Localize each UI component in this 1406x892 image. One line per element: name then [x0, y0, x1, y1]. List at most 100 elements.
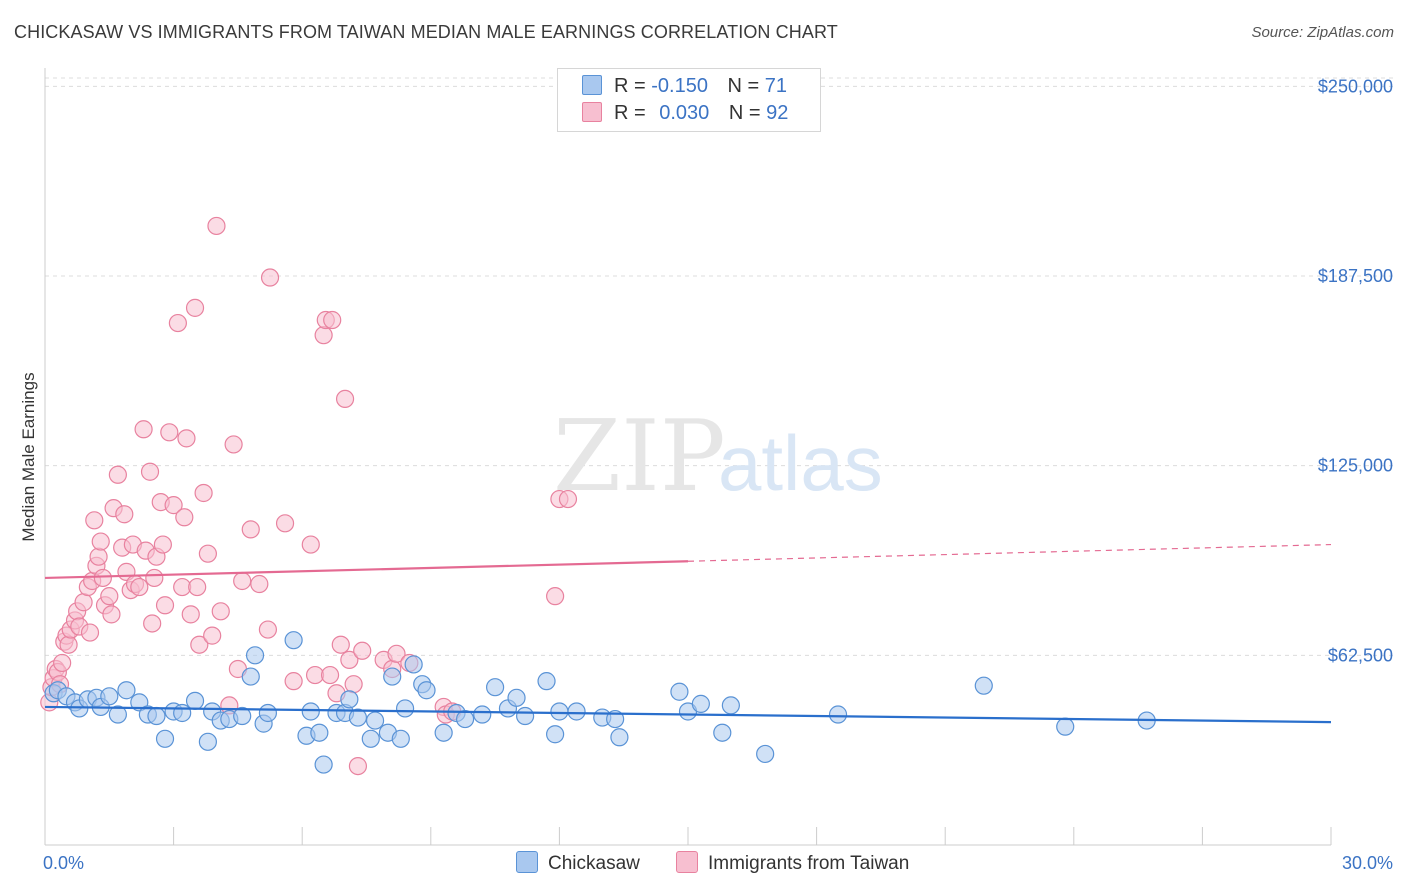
chickasaw-point: [301, 702, 320, 721]
taiwan-point: [160, 423, 179, 442]
taiwan-point: [250, 574, 269, 594]
chickasaw-point: [284, 631, 303, 650]
chickasaw-point: [117, 681, 136, 700]
taiwan-point: [145, 568, 164, 588]
chickasaw-point: [537, 672, 556, 691]
chickasaw-point: [417, 681, 436, 700]
x-tick-label: 30.0%: [1342, 853, 1393, 873]
legend-r-value: -0.150: [651, 75, 708, 97]
bottom-legend-taiwan: Immigrants from Taiwan: [676, 851, 909, 875]
chickasaw-point: [391, 729, 410, 748]
taiwan-point: [80, 623, 100, 642]
legend-n-label: N =: [728, 102, 761, 124]
taiwan-point: [143, 614, 162, 633]
taiwan-point: [181, 605, 200, 624]
chickasaw-point: [100, 687, 119, 706]
taiwan-point: [53, 653, 72, 673]
taiwan-point: [168, 313, 187, 333]
chickasaw-point: [516, 706, 535, 726]
legend-n-value: 92: [766, 102, 789, 124]
taiwan-point: [108, 465, 127, 484]
taiwan-point: [233, 571, 252, 591]
taiwan-point: [353, 641, 372, 660]
chickasaw-trend-line: [44, 705, 1332, 724]
chickasaw-point: [241, 667, 260, 686]
taiwan-point: [275, 514, 295, 533]
chickasaw-point: [258, 703, 278, 723]
chickasaw-point: [310, 723, 329, 742]
chickasaw-point: [155, 729, 175, 748]
chickasaw-point: [546, 725, 565, 744]
chickasaw-point: [610, 728, 629, 747]
watermark-zip: ZIP: [553, 400, 726, 514]
chickasaw-point: [567, 702, 586, 721]
taiwan-trend-line: [44, 560, 689, 580]
taiwan-point: [190, 635, 209, 654]
taiwan-point: [74, 593, 93, 612]
taiwan-point: [211, 602, 230, 621]
taiwan-point: [323, 310, 342, 330]
watermark-atlas: atlas: [718, 419, 883, 507]
chickasaw-point: [713, 723, 732, 742]
chickasaw-points: [44, 631, 1156, 774]
chickasaw-point: [147, 706, 166, 726]
legend-row-taiwan: R = 0.030 N = 92: [582, 102, 788, 128]
taiwan-point: [59, 635, 78, 654]
chickasaw-point: [233, 706, 252, 726]
taiwan-point: [335, 389, 355, 409]
taiwan-point: [260, 268, 280, 287]
legend-swatch-pink: [582, 102, 602, 122]
chickasaw-point: [550, 702, 569, 721]
y-tick-labels: $62,500 $125,000 $187,500 $250,000: [1318, 76, 1393, 665]
chickasaw-point: [185, 691, 205, 710]
chickasaw-point: [606, 709, 625, 729]
taiwan-point: [89, 547, 108, 566]
taiwan-point: [85, 511, 104, 530]
taiwan-point: [175, 508, 194, 527]
taiwan-trend-line-dashed: [687, 543, 1332, 562]
chickasaw-point: [473, 705, 492, 724]
correlation-legend: R = -0.150 N = 71 R = 0.030 N = 92: [557, 68, 821, 132]
legend-n-label: N =: [727, 75, 760, 97]
taiwan-point: [115, 505, 134, 524]
chickasaw-point: [670, 682, 689, 701]
trend-lines: [44, 543, 1332, 724]
taiwan-point: [93, 568, 112, 588]
y-tick-label: $250,000: [1318, 76, 1393, 96]
taiwan-point: [241, 520, 260, 539]
taiwan-point: [198, 544, 217, 563]
legend-n-value: 71: [764, 75, 788, 97]
axes: [44, 68, 1332, 846]
chickasaw-point: [434, 723, 453, 742]
taiwan-point: [387, 644, 406, 663]
chickasaw-point: [348, 708, 368, 727]
chickasaw-point: [314, 755, 333, 774]
taiwan-point: [91, 532, 110, 551]
chart-title: CHICKASAW VS IMMIGRANTS FROM TAIWAN MEDI…: [14, 22, 838, 42]
taiwan-point: [258, 620, 278, 639]
chickasaw-point: [828, 705, 848, 724]
chickasaw-point: [486, 678, 505, 697]
source-note: Source: ZipAtlas.com: [1251, 24, 1394, 41]
taiwan-point: [314, 326, 333, 345]
chickasaw-point: [691, 694, 710, 713]
taiwan-point: [284, 672, 303, 691]
taiwan-point: [348, 756, 368, 776]
bottom-legend-label: Chickasaw: [548, 853, 640, 874]
legend-r-label: R =: [614, 102, 646, 124]
taiwan-point: [194, 483, 213, 503]
taiwan-point: [340, 650, 359, 669]
chickasaw-point: [756, 744, 775, 764]
bottom-legend-label: Immigrants from Taiwan: [708, 853, 910, 874]
y-tick-label: $187,500: [1318, 266, 1393, 286]
y-tick-label: $125,000: [1318, 456, 1393, 476]
taiwan-point: [100, 587, 119, 606]
chickasaw-point: [404, 655, 423, 674]
taiwan-point: [164, 496, 183, 515]
x-tick-label: 0.0%: [43, 853, 84, 873]
legend-r-value: 0.030: [659, 102, 710, 124]
chickasaw-point: [507, 688, 526, 707]
legend-row-chickasaw: R = -0.150 N = 71: [582, 75, 787, 101]
chickasaw-point: [340, 690, 359, 709]
